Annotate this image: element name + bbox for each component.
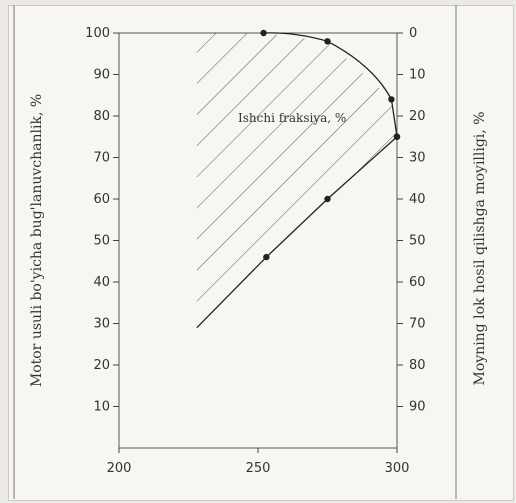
series-line-left-axis: [196, 136, 398, 329]
right-y-tick-label-30: 30: [409, 151, 426, 166]
right-y-tick-label-70: 70: [409, 317, 426, 332]
left-axis-title: Motor usuli bo'yicha bug'lanuvchanlik, %: [29, 94, 45, 387]
left-y-tick-label-70: 70: [93, 151, 110, 166]
left-y-tick-label-30: 30: [93, 317, 110, 332]
left-y-tick-label-20: 20: [93, 358, 110, 373]
series-right-point-1: [324, 38, 331, 45]
right-y-tick-label-60: 60: [409, 275, 426, 290]
left-y-tick-label-80: 80: [93, 109, 110, 124]
right-y-tick-label-40: 40: [409, 192, 426, 207]
right-y-tick-label-50: 50: [409, 234, 426, 249]
left-y-tick-label-60: 60: [93, 192, 110, 207]
hatched-region-label: Ishchi fraksiya, %: [238, 111, 346, 125]
series-right-point-2: [388, 96, 395, 103]
series-right-point-0: [260, 29, 267, 37]
x-tick-label-250: 250: [246, 461, 271, 476]
series-left-point-1: [263, 253, 270, 261]
left-y-tick-label-10: 10: [93, 400, 110, 415]
right-y-tick-label-90: 90: [409, 400, 426, 415]
right-axis-title: Moyning lok hosil qilishga moyilligi, %: [472, 112, 488, 386]
right-y-tick-label-20: 20: [409, 109, 426, 124]
left-y-tick-label-90: 90: [93, 68, 110, 83]
x-tick-label-200: 200: [107, 461, 132, 476]
left-y-tick-label-50: 50: [93, 234, 110, 249]
right-y-tick-label-80: 80: [409, 358, 426, 373]
right-y-tick-label-0: 0: [409, 26, 417, 41]
hatched-region: [196, 33, 397, 328]
left-y-tick-label-40: 40: [93, 275, 110, 290]
series-left-point-2: [324, 195, 331, 203]
x-tick-label-300: 300: [385, 461, 410, 476]
right-y-tick-label-10: 10: [409, 68, 426, 83]
left-y-tick-label-100: 100: [85, 26, 110, 41]
series-right-point-3: [393, 133, 401, 140]
